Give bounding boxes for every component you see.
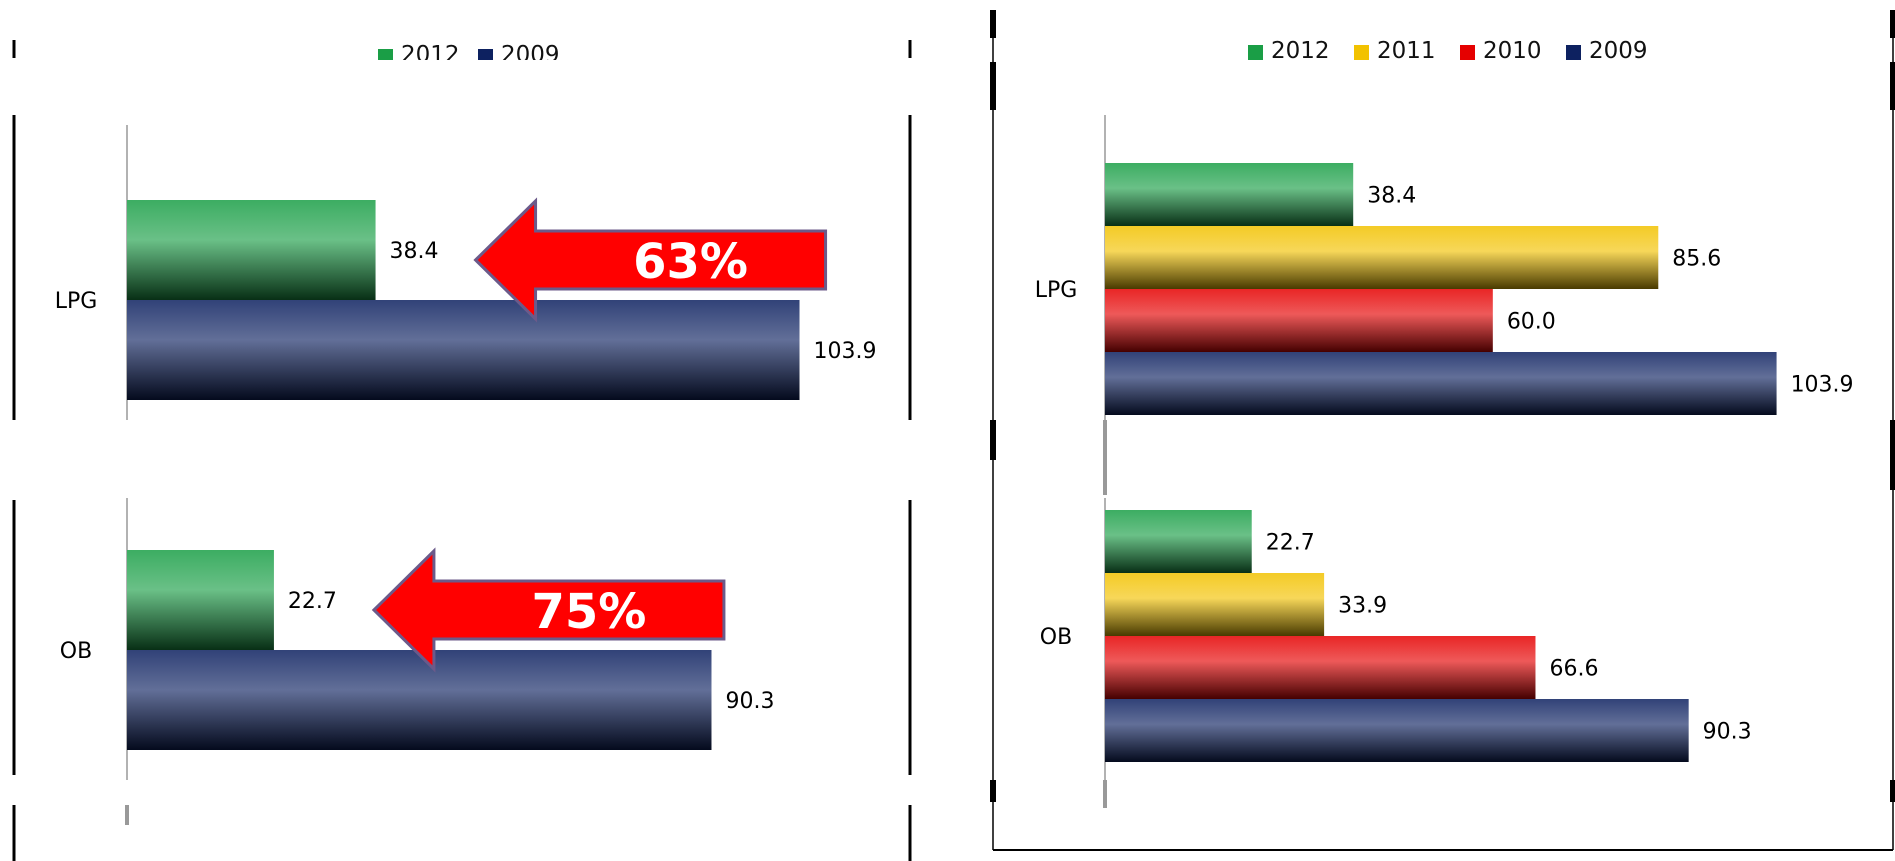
annotation-percentage: 63% — [633, 234, 748, 290]
legend-label-2012: 2012 — [1271, 38, 1330, 64]
legend-label-2011: 2011 — [1377, 38, 1436, 64]
data-label-ob-2009: 90.3 — [1703, 719, 1752, 744]
legend-label-2009: 2009 — [501, 42, 560, 68]
right-chart-frame — [990, 10, 1895, 851]
bar-lpg-2009 — [1105, 352, 1777, 415]
bar-lpg-2011 — [1105, 226, 1659, 289]
category-label-ob: OB — [1040, 625, 1072, 650]
legend-swatch-2010 — [1460, 45, 1475, 60]
data-label-ob-2009: 90.3 — [725, 689, 774, 714]
category-label-lpg: LPG — [1035, 278, 1078, 303]
category-group-ob: 22.7 33.9 66.6 90.3 OB — [1040, 510, 1752, 762]
bar-lpg-2010 — [1105, 289, 1493, 352]
legend-label-2009: 2009 — [1589, 38, 1648, 64]
legend: 2012 2009 — [378, 42, 560, 68]
legend-swatch-2009 — [478, 49, 493, 60]
data-label-ob-2011: 33.9 — [1338, 593, 1387, 618]
legend-swatch-2011 — [1354, 45, 1369, 60]
bar-ob-2012 — [127, 550, 274, 650]
bar-ob-2009 — [127, 650, 712, 750]
data-label-lpg-2011: 85.6 — [1672, 246, 1721, 271]
data-label-lpg-2012: 38.4 — [390, 239, 439, 264]
left-chart: 2012 2009 38.4 103.9 LPG 22.7 90.3 OB 63% 75% — [55, 42, 877, 825]
bar-lpg-2009 — [127, 300, 800, 400]
legend-swatch-2009 — [1566, 45, 1581, 60]
data-label-lpg-2009: 103.9 — [814, 339, 877, 364]
data-label-lpg-2010: 60.0 — [1507, 309, 1556, 334]
bar-ob-2011 — [1105, 573, 1325, 636]
category-group-lpg: 38.4 85.6 60.0 103.9 LPG — [1035, 163, 1854, 415]
annotation-arrow-ob: 75% — [371, 547, 726, 673]
bar-ob-2009 — [1105, 699, 1689, 762]
annotation-percentage: 75% — [531, 584, 646, 640]
legend: 2012 2011 2010 2009 — [1248, 38, 1648, 64]
bar-ob-2010 — [1105, 636, 1536, 699]
category-label-lpg: LPG — [55, 289, 98, 314]
right-chart: 2012 2011 2010 2009 38.4 85.6 60.0 103.9 LPG 22.7… — [1035, 38, 1854, 808]
legend-label-2012: 2012 — [401, 42, 460, 68]
annotation-arrow-lpg: 63% — [473, 197, 828, 323]
category-group-lpg: 38.4 103.9 LPG — [55, 200, 877, 400]
bar-ob-2012 — [1105, 510, 1252, 573]
data-label-ob-2010: 66.6 — [1549, 656, 1598, 681]
bar-lpg-2012 — [127, 200, 376, 300]
data-label-ob-2012: 22.7 — [288, 589, 337, 614]
legend-swatch-2012 — [1248, 45, 1263, 60]
data-label-lpg-2012: 38.4 — [1367, 183, 1416, 208]
bar-lpg-2012 — [1105, 163, 1354, 226]
left-chart-frame — [12, 40, 912, 861]
legend-label-2010: 2010 — [1483, 38, 1542, 64]
arrow-left-icon — [473, 197, 828, 323]
legend-swatch-2012 — [378, 49, 393, 60]
category-label-ob: OB — [60, 639, 92, 664]
data-label-ob-2012: 22.7 — [1266, 530, 1315, 555]
category-group-ob: 22.7 90.3 OB — [60, 550, 774, 750]
arrow-left-icon — [371, 547, 726, 673]
data-label-lpg-2009: 103.9 — [1791, 372, 1854, 397]
